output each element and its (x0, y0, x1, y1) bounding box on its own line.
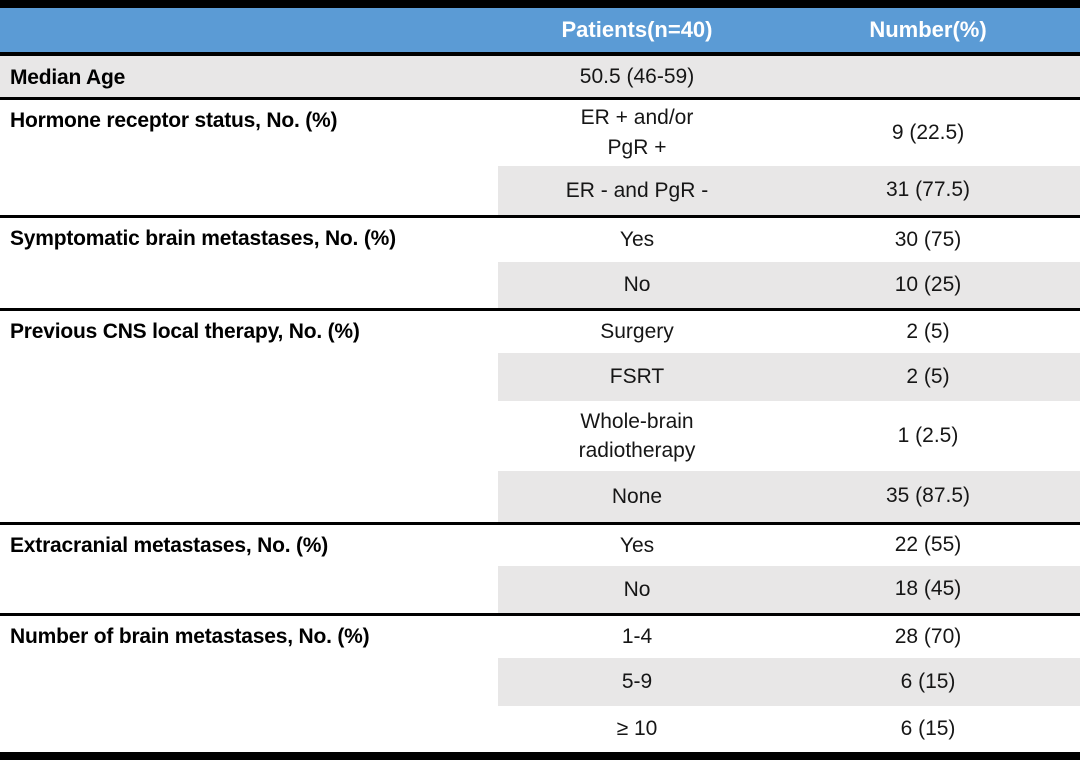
table-row: None 35 (87.5) (0, 471, 1080, 523)
value-cell: No (498, 566, 776, 614)
value-cell: Yes (498, 521, 776, 566)
table-row: No 18 (45) (0, 566, 1080, 614)
row-label: Median Age (0, 52, 498, 98)
number-cell (776, 52, 1080, 98)
table-header-row: Patients(n=40) Number(%) (0, 4, 1080, 56)
number-cell: 28 (70) (776, 612, 1080, 658)
number-cell: 22 (55) (776, 521, 1080, 566)
number-cell: 31 (77.5) (776, 166, 1080, 216)
table-row: FSRT 2 (5) (0, 353, 1080, 401)
table-row: Whole-brain radiotherapy 1 (2.5) (0, 401, 1080, 471)
number-cell: 2 (5) (776, 353, 1080, 401)
value-cell: Whole-brain radiotherapy (578, 409, 696, 462)
number-cell: 6 (15) (900, 717, 956, 740)
value-cell: 50.5 (46-59) (498, 52, 776, 98)
table-row: No 10 (25) (0, 262, 1080, 309)
value-cell: ≥ 10 (616, 717, 658, 741)
row-label: Symptomatic brain metastases, No. (%) (0, 214, 498, 309)
table-row: Symptomatic brain metastases, No. (%) Ye… (0, 214, 1080, 309)
value-cell: No (498, 262, 776, 309)
table-row: 5-9 6 (15) (0, 658, 1080, 706)
row-label: Previous CNS local therapy, No. (%) (0, 307, 498, 523)
header-number: Number(%) (776, 4, 1080, 56)
table-row: Median Age 50.5 (46-59) (0, 52, 1080, 98)
table-row: Hormone receptor status, No. (%) ER + an… (0, 96, 1080, 216)
number-cell: 10 (25) (776, 262, 1080, 309)
number-cell: 6 (15) (776, 658, 1080, 706)
header-empty-cell (0, 4, 498, 56)
value-cell: ER - and PgR - (498, 166, 776, 216)
value-cell: FSRT (498, 353, 776, 401)
row-label: Number of brain metastases, No. (%) (0, 612, 498, 756)
value-cell: ER + and/or PgR + (498, 96, 776, 166)
value-cell: None (498, 471, 776, 523)
value-cell: 5-9 (498, 658, 776, 706)
table-row: Number of brain metastases, No. (%) 1-4 … (0, 612, 1080, 756)
table-row: Extracranial metastases, No. (%) Yes 22 … (0, 521, 1080, 614)
header-patients: Patients(n=40) (498, 4, 776, 56)
table-row: ER - and PgR - 31 (77.5) (0, 166, 1080, 216)
value-cell: Surgery (498, 307, 776, 353)
table-row: Previous CNS local therapy, No. (%) Surg… (0, 307, 1080, 523)
number-cell: 1 (2.5) (897, 424, 959, 447)
number-cell: 9 (22.5) (776, 96, 1080, 166)
table-row: ≥ 10 6 (15) (0, 706, 1080, 756)
row-label: Extracranial metastases, No. (%) (0, 521, 498, 614)
number-cell: 30 (75) (776, 214, 1080, 262)
value-cell: Yes (498, 214, 776, 262)
number-cell: 2 (5) (776, 307, 1080, 353)
number-cell: 18 (45) (776, 566, 1080, 614)
number-cell: 35 (87.5) (776, 471, 1080, 523)
patient-characteristics-table: Patients(n=40) Number(%) Median Age 50.5… (0, 0, 1080, 760)
row-label: Hormone receptor status, No. (%) (0, 96, 498, 216)
value-cell: 1-4 (498, 612, 776, 658)
